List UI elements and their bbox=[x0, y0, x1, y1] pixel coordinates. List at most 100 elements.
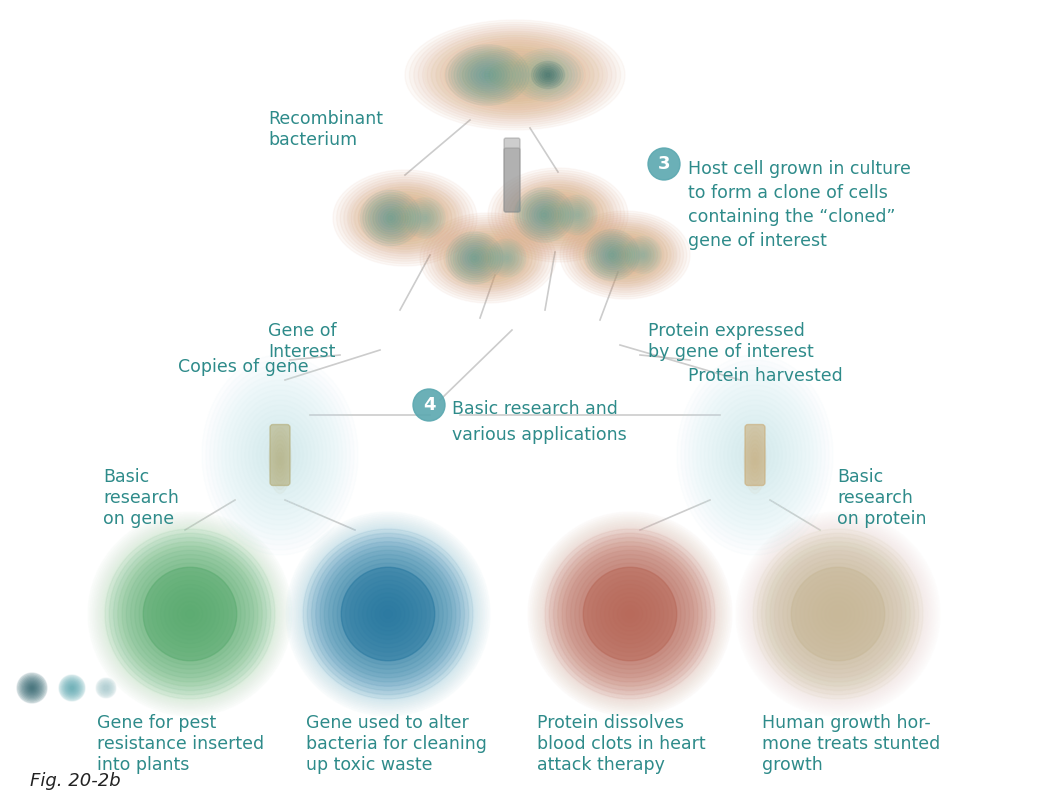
Circle shape bbox=[547, 531, 714, 697]
Circle shape bbox=[755, 531, 922, 697]
Ellipse shape bbox=[358, 189, 451, 247]
Circle shape bbox=[97, 679, 115, 697]
FancyBboxPatch shape bbox=[504, 138, 520, 212]
Circle shape bbox=[549, 533, 710, 695]
Ellipse shape bbox=[519, 192, 568, 238]
Ellipse shape bbox=[462, 241, 514, 274]
Ellipse shape bbox=[708, 395, 802, 515]
Circle shape bbox=[59, 675, 85, 701]
Ellipse shape bbox=[497, 249, 516, 268]
Circle shape bbox=[552, 536, 708, 693]
Ellipse shape bbox=[631, 242, 656, 268]
Circle shape bbox=[544, 528, 717, 701]
Ellipse shape bbox=[444, 231, 532, 285]
Circle shape bbox=[761, 537, 914, 690]
Ellipse shape bbox=[704, 390, 806, 520]
Text: Protein expressed
by gene of interest: Protein expressed by gene of interest bbox=[648, 322, 813, 361]
Circle shape bbox=[96, 678, 116, 698]
Circle shape bbox=[613, 597, 647, 631]
Ellipse shape bbox=[553, 212, 563, 218]
Ellipse shape bbox=[596, 240, 628, 270]
Circle shape bbox=[324, 550, 451, 677]
Circle shape bbox=[366, 593, 409, 635]
Circle shape bbox=[776, 553, 900, 675]
Circle shape bbox=[328, 555, 447, 673]
Circle shape bbox=[115, 540, 264, 689]
Circle shape bbox=[558, 542, 702, 686]
Circle shape bbox=[575, 559, 685, 669]
Ellipse shape bbox=[692, 375, 818, 535]
Ellipse shape bbox=[422, 214, 429, 222]
Circle shape bbox=[325, 551, 451, 677]
Ellipse shape bbox=[381, 203, 428, 233]
Circle shape bbox=[542, 525, 718, 702]
Ellipse shape bbox=[521, 192, 595, 238]
Ellipse shape bbox=[218, 375, 342, 535]
Ellipse shape bbox=[499, 250, 515, 265]
Ellipse shape bbox=[365, 194, 416, 241]
Circle shape bbox=[569, 553, 691, 675]
Circle shape bbox=[772, 548, 905, 681]
Ellipse shape bbox=[419, 212, 431, 224]
Ellipse shape bbox=[378, 206, 404, 230]
Circle shape bbox=[821, 597, 855, 631]
Ellipse shape bbox=[457, 239, 519, 277]
Circle shape bbox=[71, 687, 73, 689]
Text: Basic research and: Basic research and bbox=[452, 400, 618, 418]
Circle shape bbox=[182, 606, 199, 622]
Ellipse shape bbox=[472, 256, 477, 260]
Ellipse shape bbox=[210, 365, 350, 545]
Text: various applications: various applications bbox=[452, 426, 627, 444]
Ellipse shape bbox=[479, 253, 497, 263]
Ellipse shape bbox=[603, 246, 621, 264]
Circle shape bbox=[413, 389, 445, 421]
Ellipse shape bbox=[587, 231, 663, 279]
Ellipse shape bbox=[751, 450, 759, 460]
Ellipse shape bbox=[475, 250, 501, 266]
Ellipse shape bbox=[443, 41, 587, 109]
Circle shape bbox=[800, 575, 876, 652]
Circle shape bbox=[748, 524, 928, 704]
Ellipse shape bbox=[531, 198, 585, 232]
Circle shape bbox=[119, 543, 261, 685]
Circle shape bbox=[313, 540, 463, 689]
Circle shape bbox=[320, 546, 456, 682]
Ellipse shape bbox=[609, 245, 641, 265]
Circle shape bbox=[129, 553, 252, 675]
Circle shape bbox=[808, 584, 868, 644]
FancyBboxPatch shape bbox=[504, 148, 520, 212]
Ellipse shape bbox=[396, 212, 414, 224]
Circle shape bbox=[751, 528, 925, 701]
Circle shape bbox=[383, 610, 392, 618]
Circle shape bbox=[536, 520, 723, 708]
Circle shape bbox=[750, 525, 926, 702]
Circle shape bbox=[110, 534, 270, 694]
Ellipse shape bbox=[460, 245, 489, 271]
Ellipse shape bbox=[533, 63, 563, 87]
Circle shape bbox=[108, 532, 272, 696]
Ellipse shape bbox=[477, 67, 499, 83]
Circle shape bbox=[98, 680, 115, 697]
Circle shape bbox=[358, 584, 417, 644]
Ellipse shape bbox=[716, 405, 794, 505]
Circle shape bbox=[64, 679, 81, 697]
Circle shape bbox=[156, 580, 224, 648]
Circle shape bbox=[143, 567, 237, 661]
Circle shape bbox=[379, 606, 396, 622]
Ellipse shape bbox=[470, 63, 504, 87]
Ellipse shape bbox=[458, 243, 491, 273]
Ellipse shape bbox=[562, 199, 594, 231]
Ellipse shape bbox=[575, 223, 675, 287]
Ellipse shape bbox=[748, 445, 763, 465]
Text: containing the “cloned”: containing the “cloned” bbox=[688, 208, 895, 226]
Ellipse shape bbox=[446, 45, 529, 105]
Circle shape bbox=[21, 677, 44, 699]
Circle shape bbox=[562, 546, 698, 682]
Circle shape bbox=[564, 548, 697, 681]
Circle shape bbox=[791, 567, 885, 661]
Ellipse shape bbox=[468, 61, 507, 89]
Circle shape bbox=[757, 533, 919, 695]
Circle shape bbox=[103, 685, 109, 691]
Ellipse shape bbox=[367, 197, 413, 239]
Circle shape bbox=[817, 593, 859, 635]
